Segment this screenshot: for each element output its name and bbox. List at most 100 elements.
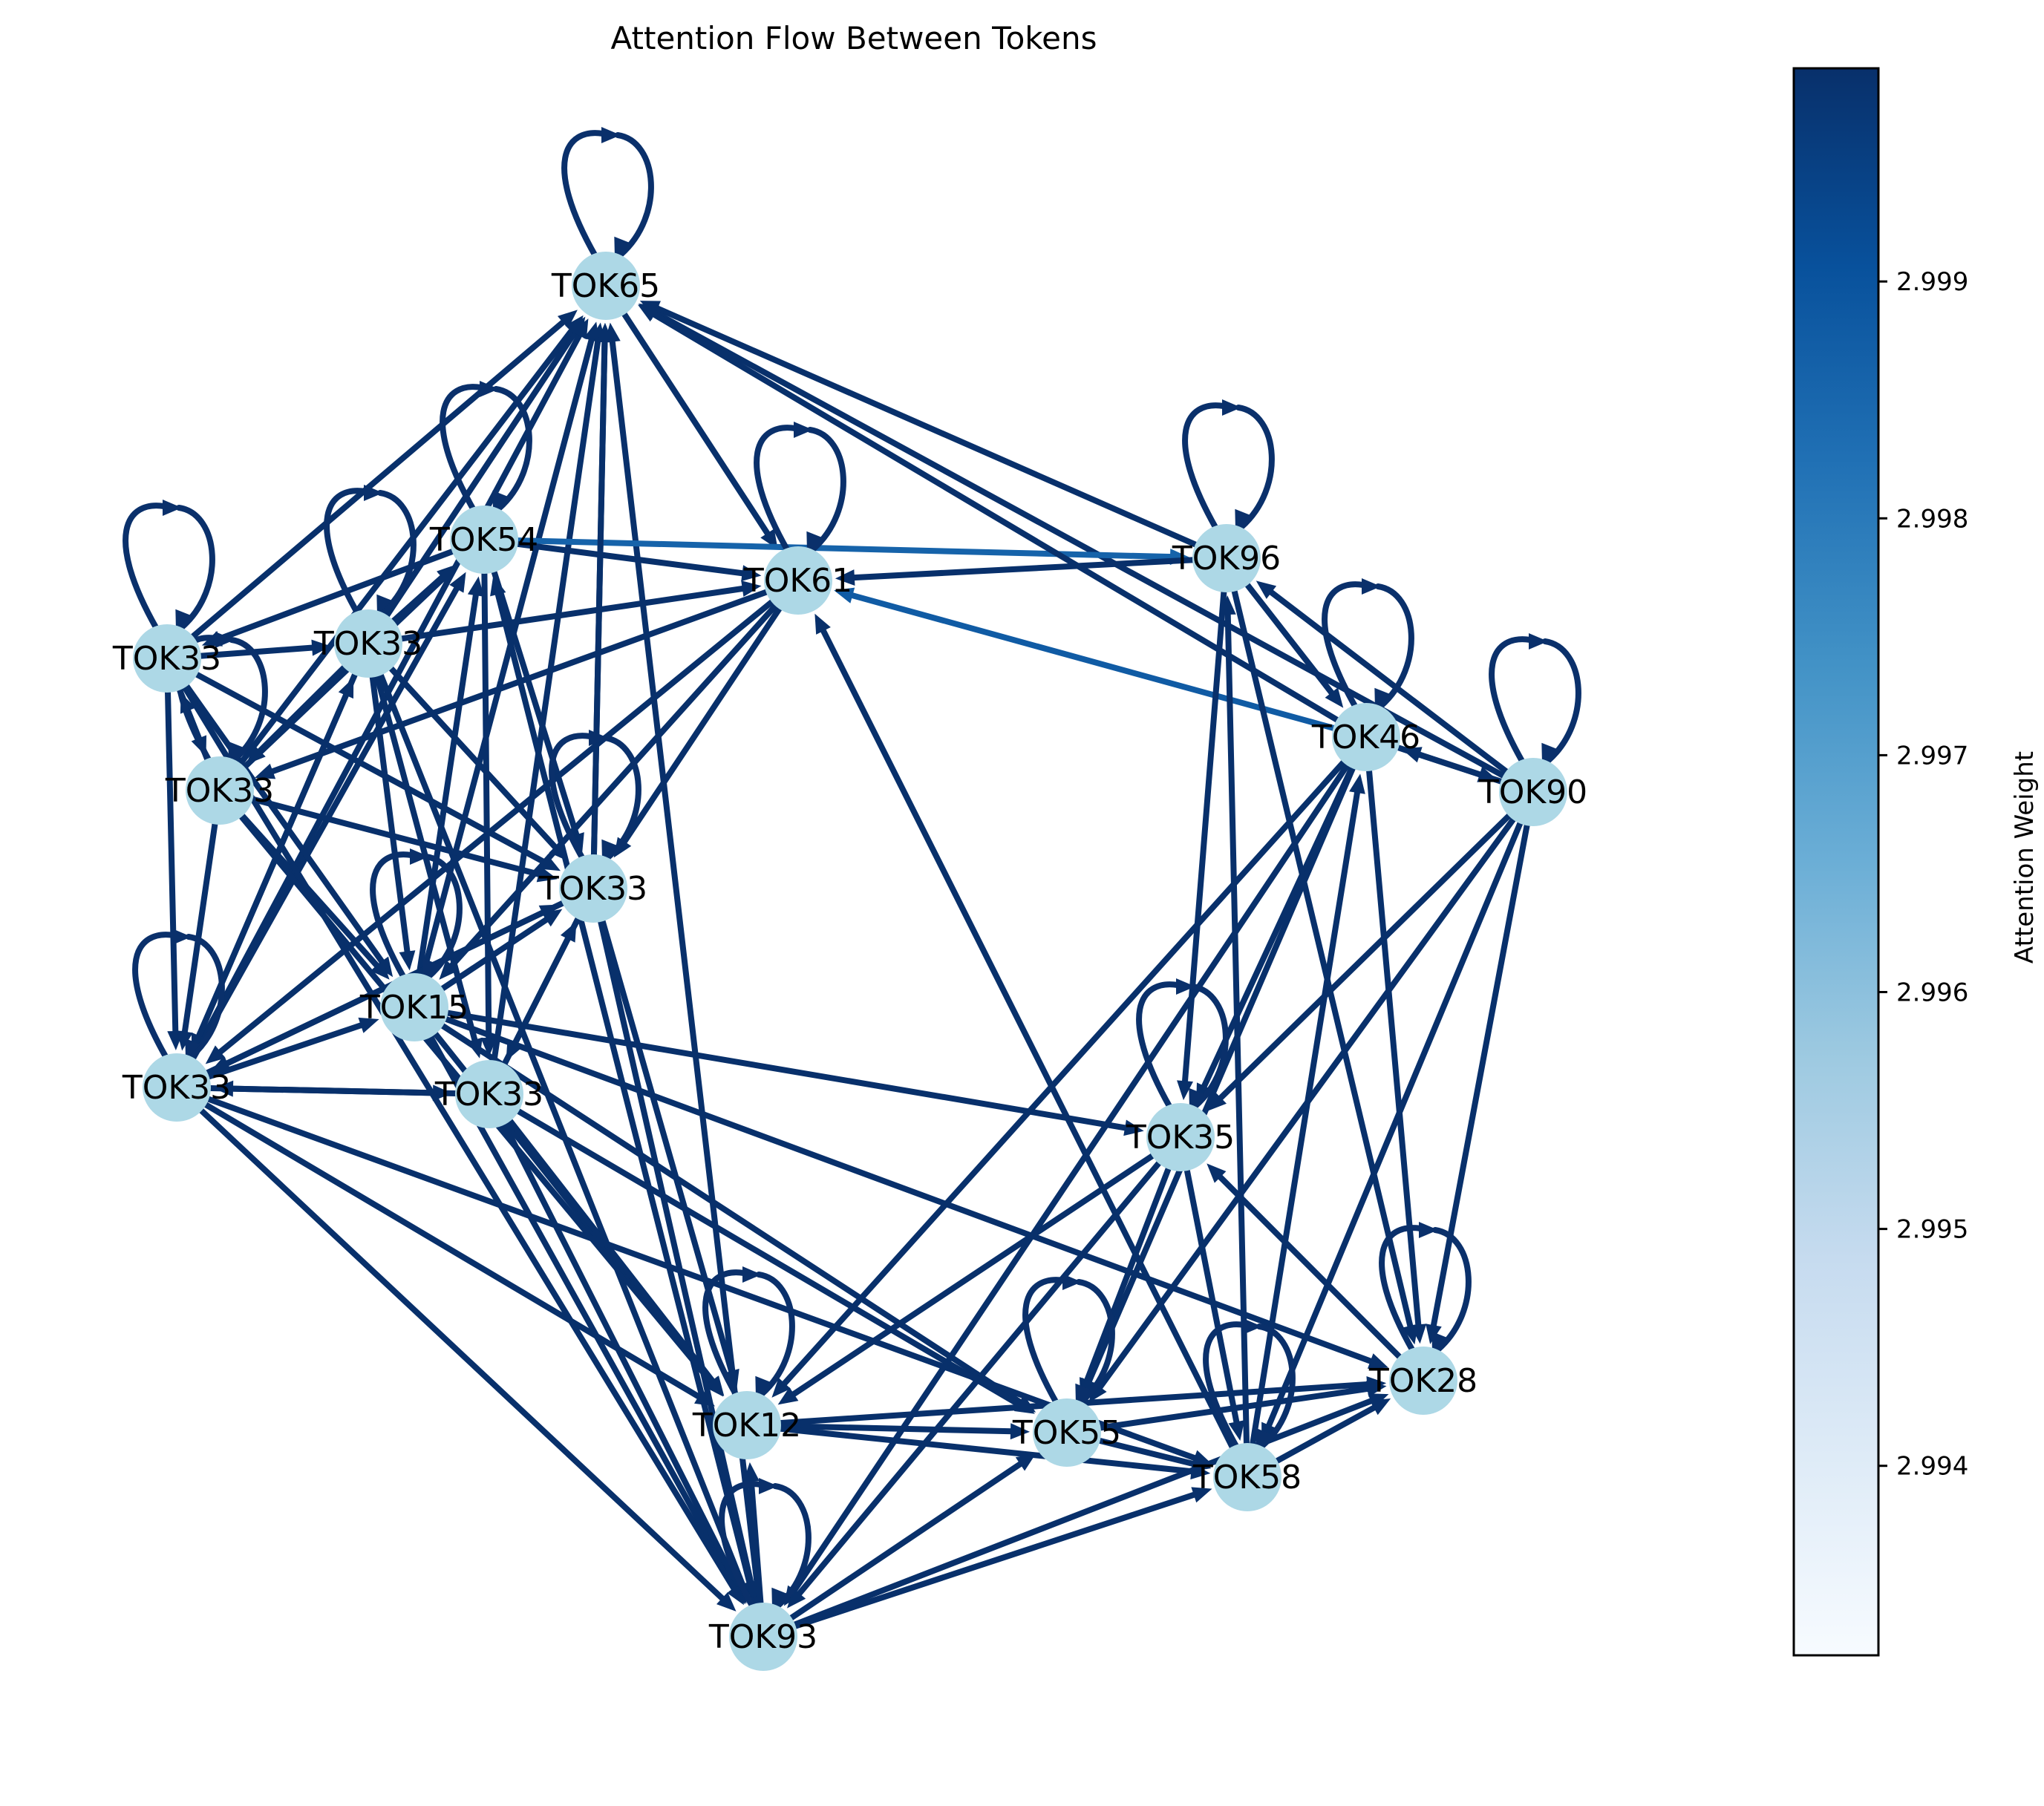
edge-line bbox=[1224, 605, 1250, 1447]
edge-arrowhead bbox=[834, 587, 855, 603]
edge-arrowhead bbox=[422, 958, 438, 979]
edge-line bbox=[194, 671, 552, 868]
edge-line bbox=[373, 673, 480, 1049]
edge-arrowhead bbox=[467, 576, 484, 597]
self-loop-n12 bbox=[702, 1266, 795, 1398]
node-label: TOK55 bbox=[1012, 1414, 1121, 1452]
node-circle bbox=[1389, 1347, 1457, 1415]
node-b33: TOK33 bbox=[313, 609, 422, 678]
edge-n90-to-n55 bbox=[1088, 817, 1516, 1403]
edge-arrowhead bbox=[1190, 1456, 1212, 1472]
edge-arrowhead bbox=[589, 730, 608, 746]
self-loop-path bbox=[702, 1269, 795, 1398]
edge-n28-to-n35 bbox=[1207, 1163, 1403, 1360]
node-circle bbox=[1499, 758, 1567, 826]
self-loop-n35 bbox=[1136, 978, 1229, 1110]
edge-n61-to-e33 bbox=[205, 599, 775, 1064]
self-loop-n90 bbox=[1489, 633, 1581, 765]
self-loop-path bbox=[549, 733, 641, 862]
edge-line bbox=[1213, 1170, 1403, 1360]
edge-line bbox=[590, 333, 608, 858]
node-label: TOK35 bbox=[1126, 1119, 1235, 1156]
edge-n93-to-n55 bbox=[788, 1453, 1036, 1621]
edge-n46-to-n28 bbox=[1366, 768, 1427, 1344]
self-loop-path bbox=[719, 1481, 812, 1610]
node-label: TOK58 bbox=[1192, 1459, 1302, 1496]
edge-line bbox=[1097, 1384, 1377, 1431]
edge-line bbox=[419, 331, 596, 978]
edge-arrowhead bbox=[506, 1040, 523, 1061]
edge-arrowhead bbox=[410, 848, 429, 865]
edge-arrowhead bbox=[777, 1387, 799, 1405]
edge-c33-to-d33 bbox=[249, 796, 558, 883]
edge-f33-to-n12 bbox=[507, 1118, 725, 1396]
edge-n54-to-n96 bbox=[515, 537, 1190, 566]
node-label: TOK33 bbox=[434, 1076, 543, 1113]
edge-arrowhead bbox=[1062, 1274, 1082, 1290]
edge-n93-to-n54 bbox=[490, 575, 758, 1607]
edge-n54-to-f33 bbox=[480, 570, 497, 1058]
edge-line bbox=[507, 1118, 719, 1389]
node-label: TOK28 bbox=[1368, 1362, 1478, 1400]
edge-arrowhead bbox=[1243, 1318, 1262, 1335]
edge-c33-to-e33 bbox=[177, 821, 218, 1051]
node-n55: TOK55 bbox=[1012, 1398, 1121, 1467]
edge-n90-to-n28 bbox=[1426, 822, 1530, 1344]
edge-arrowhead bbox=[637, 304, 659, 322]
edge-line bbox=[1094, 817, 1516, 1396]
edge-arrowhead bbox=[1368, 1393, 1389, 1409]
edge-n35-to-n12 bbox=[777, 1153, 1155, 1405]
edge-line bbox=[501, 1122, 744, 1595]
edge-line bbox=[206, 1096, 1204, 1463]
edge-line bbox=[845, 557, 1196, 581]
edge-arrowhead bbox=[1374, 687, 1390, 709]
edge-arrowhead bbox=[311, 639, 332, 656]
node-label: TOK61 bbox=[743, 562, 852, 600]
edge-arrowhead bbox=[1367, 1353, 1389, 1369]
node-label: TOK90 bbox=[1478, 773, 1587, 811]
edge-n90-to-n46 bbox=[1401, 747, 1504, 785]
self-loop-path bbox=[1322, 581, 1414, 710]
edge-line bbox=[249, 796, 548, 879]
edge-arrowhead bbox=[1431, 1331, 1447, 1352]
node-a33: TOK33 bbox=[112, 624, 221, 693]
edge-f33-to-n55 bbox=[515, 1108, 1035, 1414]
edge-line bbox=[817, 622, 1235, 1450]
edge-n61-to-c33 bbox=[254, 589, 769, 779]
edge-b33-to-n15 bbox=[369, 674, 416, 971]
edge-n58-to-n96 bbox=[1219, 595, 1250, 1447]
edges-layer bbox=[165, 301, 1530, 1629]
node-circle bbox=[133, 624, 201, 693]
edge-arrowhead bbox=[771, 1587, 787, 1609]
edge-n58-to-n46 bbox=[1250, 773, 1365, 1447]
edge-line bbox=[515, 540, 751, 578]
edge-line bbox=[369, 674, 411, 961]
edge-arrowhead bbox=[549, 841, 569, 862]
edge-arrowhead bbox=[449, 572, 466, 593]
edge-line bbox=[777, 1423, 1020, 1435]
edge-line bbox=[1264, 586, 1509, 775]
edge-arrowhead bbox=[1325, 687, 1344, 708]
edge-arrowhead bbox=[1015, 1453, 1036, 1471]
node-circle bbox=[1192, 524, 1261, 592]
edge-line bbox=[180, 821, 218, 1041]
edge-line bbox=[786, 1153, 1155, 1401]
edge-line bbox=[264, 589, 769, 776]
edge-arrowhead bbox=[742, 1462, 760, 1482]
node-circle bbox=[143, 1053, 211, 1122]
edge-arrowhead bbox=[1191, 1487, 1212, 1503]
edge-line bbox=[1213, 813, 1512, 1105]
edge-arrowhead bbox=[601, 839, 617, 860]
edge-n46-to-n12 bbox=[771, 759, 1347, 1398]
edge-arrowhead bbox=[536, 866, 558, 883]
edge-arrowhead bbox=[1362, 578, 1381, 595]
edge-arrowhead bbox=[1010, 1423, 1031, 1440]
edge-arrowhead bbox=[755, 1375, 771, 1397]
node-circle bbox=[450, 506, 518, 574]
edge-n93-to-n12 bbox=[742, 1462, 764, 1606]
edge-n15-to-n28 bbox=[443, 1015, 1389, 1369]
edge-line bbox=[481, 570, 492, 1047]
colorbar-tick-label: 2.998 bbox=[1896, 504, 1968, 534]
edge-line bbox=[416, 586, 480, 977]
edge-n96-to-n46 bbox=[1244, 582, 1344, 708]
